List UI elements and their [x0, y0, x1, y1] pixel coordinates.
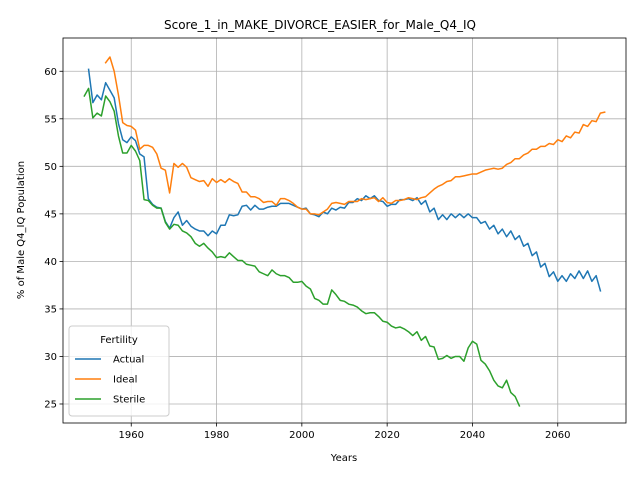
y-tick-label: 60 — [44, 67, 57, 78]
plot-frame — [62, 37, 627, 424]
legend-title: Fertility — [100, 335, 138, 346]
legend-label-ideal: Ideal — [113, 375, 137, 386]
y-tick-label: 55 — [44, 114, 57, 125]
y-tick-label: 45 — [44, 209, 57, 220]
series-line-actual — [87, 68, 602, 292]
y-axis-ticks: 25 30 35 40 45 50 55 60 — [44, 67, 63, 410]
series-lines — [83, 56, 606, 407]
y-tick-label: 40 — [44, 257, 57, 268]
y-tick-label: 35 — [44, 304, 57, 315]
legend-entries: Actual Ideal Sterile — [75, 355, 145, 406]
x-tick-label: 2020 — [374, 430, 399, 441]
series-line-ideal — [104, 56, 606, 216]
y-tick-label: 30 — [44, 352, 57, 363]
x-tick-label: 1980 — [204, 430, 229, 441]
chart-title: Score_1_in_MAKE_DIVORCE_EASIER_for_Male_… — [164, 18, 476, 32]
y-tick-label: 25 — [44, 399, 57, 410]
legend-label-sterile: Sterile — [113, 395, 145, 406]
x-tick-label: 2060 — [545, 430, 570, 441]
legend-label-actual: Actual — [113, 355, 144, 366]
y-tick-label: 50 — [44, 162, 57, 173]
x-tick-label: 2040 — [460, 430, 485, 441]
series-line-sterile — [83, 87, 521, 407]
x-tick-label: 2000 — [289, 430, 314, 441]
legend-box — [68, 325, 170, 417]
y-axis-label: % of Male Q4_IQ Population — [16, 161, 27, 299]
x-axis-label: Years — [330, 453, 357, 464]
x-tick-label: 1960 — [119, 430, 144, 441]
x-axis-ticks: 1960 1980 2000 2020 2040 2060 — [119, 423, 570, 441]
legend: Fertility Actual Ideal Sterile — [68, 325, 170, 417]
